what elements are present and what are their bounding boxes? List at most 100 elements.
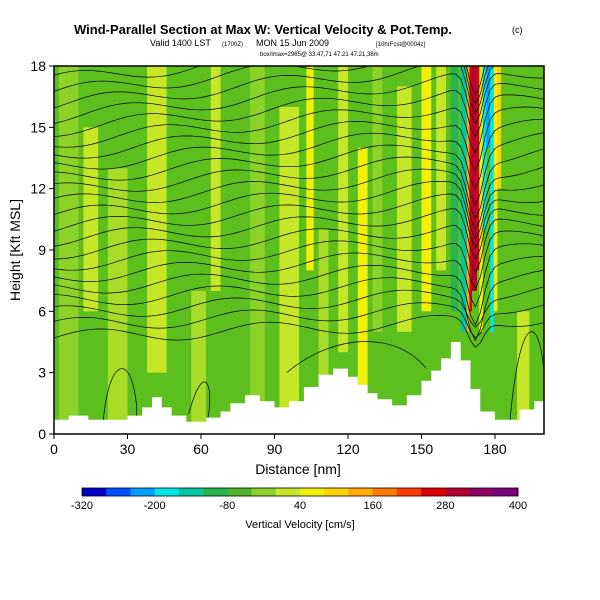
colorbar-tick-label: 160 — [363, 500, 381, 512]
isentrope-line — [54, 302, 544, 339]
colorbar-swatch — [421, 488, 446, 496]
y-tick-label: 18 — [30, 58, 46, 74]
isentrope-line — [54, 118, 544, 190]
colorbar-swatch — [178, 488, 204, 496]
y-tick-label: 15 — [30, 119, 46, 135]
updraft-band — [486, 66, 491, 148]
updraft-band — [493, 66, 498, 312]
colorbar-swatch — [469, 488, 495, 496]
velocity-band — [338, 66, 348, 353]
colorbar-swatch — [154, 488, 180, 496]
y-tick-label: 12 — [30, 181, 46, 197]
velocity-bands — [58, 66, 530, 434]
subtitle-date: MON 15 Jun 2009 — [256, 38, 329, 48]
isentrope-line — [54, 106, 544, 172]
colorbar-swatch — [324, 488, 349, 496]
velocity-band — [357, 147, 368, 394]
colorbar-swatch — [82, 488, 107, 496]
isentrope-line — [54, 166, 544, 231]
colorbar-frame — [81, 487, 519, 497]
velocity-band — [250, 66, 265, 414]
velocity-band — [397, 86, 412, 332]
velocity-band — [450, 66, 459, 312]
colorbar-tick-label: 400 — [509, 500, 527, 512]
colorbar-swatch — [348, 488, 373, 496]
colorbar-tick-label: 280 — [436, 500, 454, 512]
isentrope-line — [54, 218, 544, 274]
colorbar-swatch — [106, 488, 131, 496]
x-tick-label: 120 — [336, 441, 360, 457]
y-tick-label: 3 — [38, 365, 46, 381]
colorbar-swatch — [372, 488, 398, 496]
colorbar-swatch — [493, 488, 519, 496]
y-axis: 0 3 6 9 12 15 18 — [30, 58, 54, 442]
y-axis-label: Height [Kft MSL] — [7, 199, 23, 301]
colorbar-tick-label: -80 — [219, 500, 235, 512]
isentrope-line — [54, 66, 486, 96]
velocity-band — [191, 290, 206, 434]
velocity-band — [372, 66, 383, 332]
subtitle-location-info: box/lmax=2965@ 33.47,71 47.21 47.21,38m — [260, 52, 379, 58]
velocity-band — [318, 229, 329, 434]
velocity-band — [83, 127, 99, 312]
velocity-band — [147, 66, 167, 373]
colorbar-swatch — [130, 488, 155, 496]
colorbar-swatch — [227, 488, 252, 496]
velocity-band — [210, 66, 221, 291]
isentrope-line — [54, 73, 544, 125]
colorbar-tick-label: 40 — [294, 500, 306, 512]
colorbar-swatch — [445, 488, 470, 496]
subtitle-forecast: [10hrFcst@0004z] — [376, 42, 425, 48]
chart-title-suffix: (c) — [512, 25, 523, 35]
isentrope-line — [54, 315, 544, 348]
colorbar-swatch — [275, 488, 301, 496]
isentrope-line — [54, 286, 544, 328]
updraft-band — [469, 66, 472, 312]
isentrope-line — [54, 94, 544, 154]
contour-line — [286, 341, 427, 373]
velocity-band — [107, 168, 128, 434]
isentrope-line — [54, 269, 544, 342]
velocity-band — [517, 311, 530, 434]
x-axis-label: Distance [nm] — [255, 461, 341, 477]
isentrope-line — [54, 82, 544, 139]
velocity-band — [436, 66, 446, 271]
updraft-band — [471, 66, 477, 291]
isentrope-line — [54, 256, 544, 326]
terrain-mask — [54, 342, 544, 434]
isentrope-line — [54, 208, 544, 260]
colorbar-swatch — [251, 488, 277, 496]
x-tick-label: 0 — [50, 441, 58, 457]
isentrope-line — [54, 66, 489, 106]
velocity-band — [279, 106, 299, 434]
y-tick-label: 0 — [38, 426, 46, 442]
isentrope-line — [54, 243, 544, 308]
colorbar-swatch — [203, 488, 228, 496]
x-tick-label: 60 — [193, 441, 209, 457]
isentrope-line — [54, 148, 544, 220]
colorbar-label: Vertical Velocity [cm/s] — [245, 519, 354, 531]
isentrope-line — [54, 180, 544, 240]
contour-loop — [188, 381, 211, 426]
velocity-band — [58, 66, 79, 434]
subtitle-valid-time: Valid 1400 LST — [150, 38, 211, 48]
updraft-band — [476, 66, 480, 271]
y-tick-label: 9 — [38, 242, 46, 258]
x-axis: 0 30 60 90 120 150 180 — [50, 434, 507, 457]
isentrope-line — [54, 132, 544, 206]
colorbar-tick-label: -320 — [71, 500, 93, 512]
velocity-band — [421, 66, 432, 312]
velocity-field — [54, 66, 544, 434]
x-tick-label: 30 — [120, 441, 136, 457]
isentrope-line — [54, 193, 544, 250]
subtitle-utc-time: (1700Z) — [222, 42, 243, 48]
x-tick-label: 150 — [410, 441, 434, 457]
x-tick-label: 180 — [483, 441, 507, 457]
velocity-band — [306, 66, 314, 271]
updraft-band — [482, 66, 487, 230]
isentrope-line — [54, 230, 544, 290]
updraft-band — [497, 66, 502, 189]
colorbar-swatch — [300, 488, 325, 496]
colorbar-swatch — [396, 488, 422, 496]
